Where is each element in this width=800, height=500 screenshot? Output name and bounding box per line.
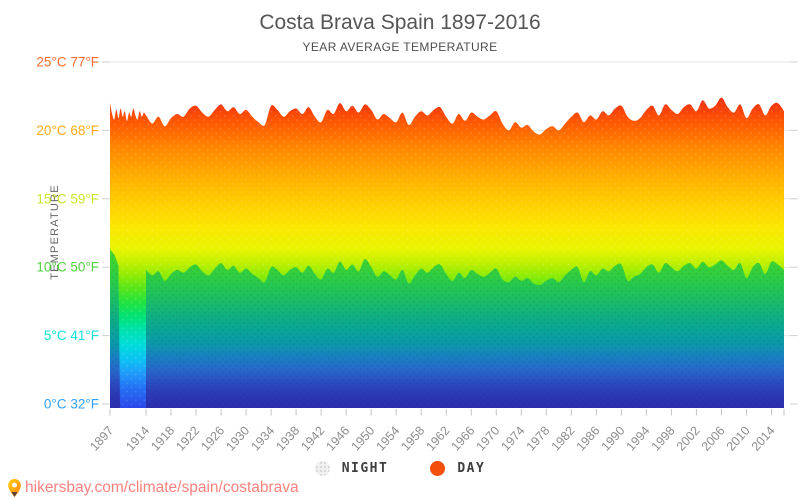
x-axis-label: 1962 [423,424,452,454]
x-axis-label: 2014 [749,424,778,454]
y-axis-label: 10°C 50°F [36,260,99,275]
x-axis-label: 2002 [674,424,703,454]
x-axis-label: 1998 [649,424,678,454]
x-axis-label: 1897 [87,424,116,454]
x-axis-label: 1914 [123,424,152,454]
x-axis-label: 1978 [524,424,553,454]
legend-item-night[interactable]: NIGHT [314,461,389,476]
x-axis-label: 1982 [549,424,578,454]
x-axis-label: 1918 [148,424,177,454]
x-axis-label: 1958 [398,424,427,454]
x-axis-label: 1934 [248,424,277,454]
x-axis-label: 1970 [473,424,502,454]
legend: NIGHT DAY [0,461,800,476]
legend-label-day: DAY [457,461,486,476]
x-axis-label: 1994 [624,424,653,454]
day-dot-icon [430,461,446,476]
night-dot-icon [314,461,330,476]
x-axis-label: 1930 [223,424,252,454]
x-axis-label: 1926 [198,424,227,454]
footer: hikersbay.com/climate/spain/costabrava [8,479,299,497]
chart-title: Costa Brava Spain 1897-2016 [259,11,541,34]
chart-subtitle: YEAR AVERAGE TEMPERATURE [302,40,498,54]
x-axis-label: 1950 [348,424,377,454]
x-axis-label: 1966 [448,424,477,454]
night-area[interactable] [146,258,784,408]
x-axis-label: 2006 [699,424,728,454]
footer-link[interactable]: hikersbay.com/climate/spain/costabrava [25,479,299,496]
x-axis-label: 2010 [724,424,753,454]
x-axis-label: 1954 [373,424,402,454]
location-pin-icon [8,479,21,497]
x-axis-label: 1942 [298,424,327,454]
x-axis-label: 1946 [323,424,352,454]
x-axis-label: 1922 [173,424,202,454]
y-axis-label: 5°C 41°F [44,328,99,343]
y-axis-label: 20°C 68°F [36,123,99,138]
x-axis-label: 1938 [273,424,302,454]
y-axis-label: 15°C 59°F [36,191,99,206]
x-axis-label: 1974 [499,424,528,454]
y-axis-label: 25°C 77°F [36,55,99,70]
legend-item-day[interactable]: DAY [430,461,485,476]
night-area-1897[interactable] [110,249,120,408]
legend-label-night: NIGHT [341,461,389,476]
y-axis-label: 0°C 32°F [44,397,99,412]
x-axis-label: 1990 [599,424,628,454]
x-axis-label: 1986 [574,424,603,454]
